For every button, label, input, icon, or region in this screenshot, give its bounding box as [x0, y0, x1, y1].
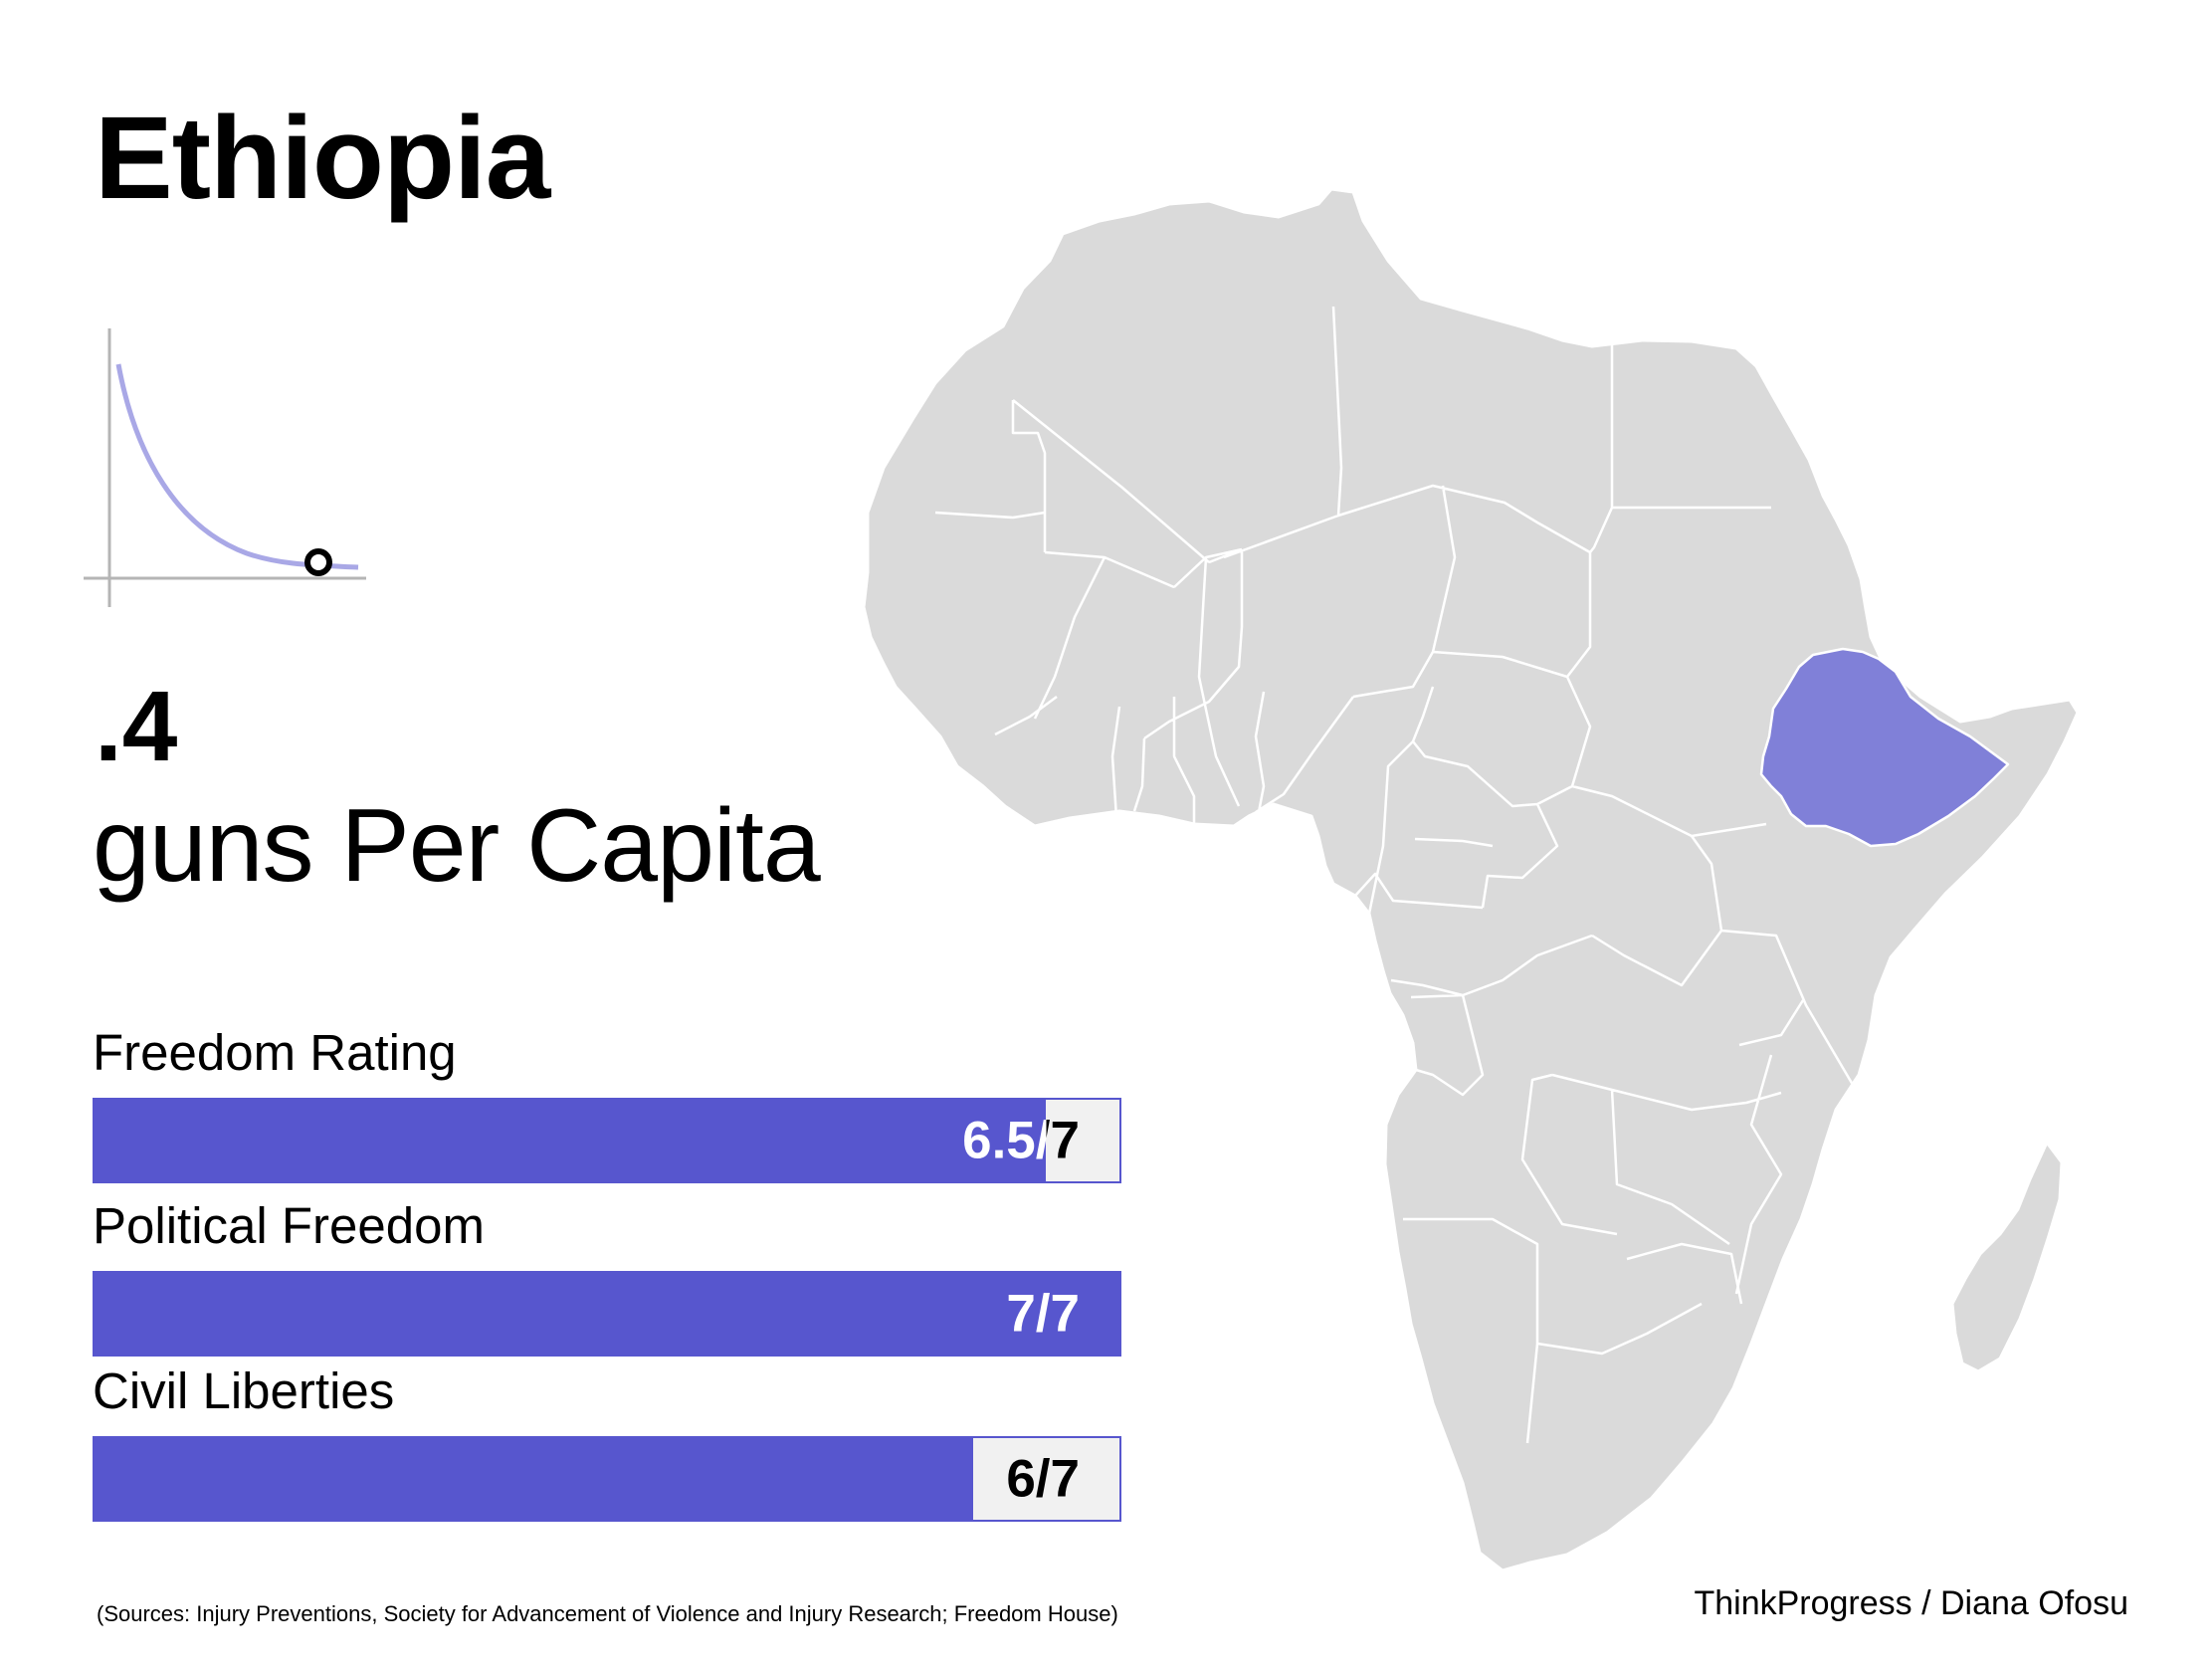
distribution-curve-icon	[84, 328, 366, 607]
freedom-rating: Freedom Rating 6.5/7	[93, 1027, 1121, 1183]
civil-liberties-bar: 6/7	[93, 1436, 1121, 1522]
africa-landmass	[862, 189, 2080, 1572]
ethiopia-highlight	[1759, 647, 2010, 848]
civil-liberties-label: Civil Liberties	[93, 1362, 395, 1419]
political-freedom-label: Political Freedom	[93, 1197, 485, 1254]
freedom-rating-value: 6.5/7	[962, 1111, 1080, 1170]
curve-marker	[304, 548, 332, 576]
freedom-rating-bar: 6.5/7	[93, 1098, 1121, 1183]
country-borders	[934, 306, 1855, 1444]
guns-per-capita-label: guns Per Capita	[93, 788, 821, 904]
guns-per-capita-value: .4	[95, 671, 178, 782]
political-freedom-bar: 7/7	[93, 1271, 1121, 1357]
africa-map	[862, 189, 2080, 1572]
freedom-rating-bar-fill	[95, 1100, 1047, 1181]
civil-liberties: Civil Liberties 6/7	[93, 1365, 1121, 1522]
civil-liberties-bar-fill	[95, 1438, 973, 1520]
sources-note: (Sources: Injury Preventions, Society fo…	[97, 1601, 1118, 1626]
page-title: Ethiopia	[95, 93, 550, 224]
civil-liberties-value: 6/7	[1006, 1449, 1080, 1509]
political-freedom-value: 7/7	[1006, 1284, 1080, 1344]
curve-line	[115, 363, 359, 570]
credit-line: ThinkProgress / Diana Ofosu	[1694, 1584, 2128, 1622]
political-freedom: Political Freedom 7/7	[93, 1200, 1121, 1357]
freedom-rating-label: Freedom Rating	[93, 1024, 457, 1081]
madagascar-island	[1950, 1141, 2064, 1373]
political-freedom-bar-fill	[95, 1273, 1119, 1355]
